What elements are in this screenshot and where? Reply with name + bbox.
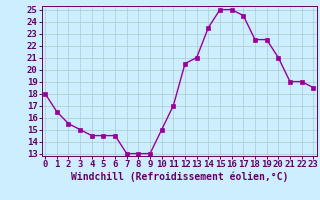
X-axis label: Windchill (Refroidissement éolien,°C): Windchill (Refroidissement éolien,°C) [70,172,288,182]
